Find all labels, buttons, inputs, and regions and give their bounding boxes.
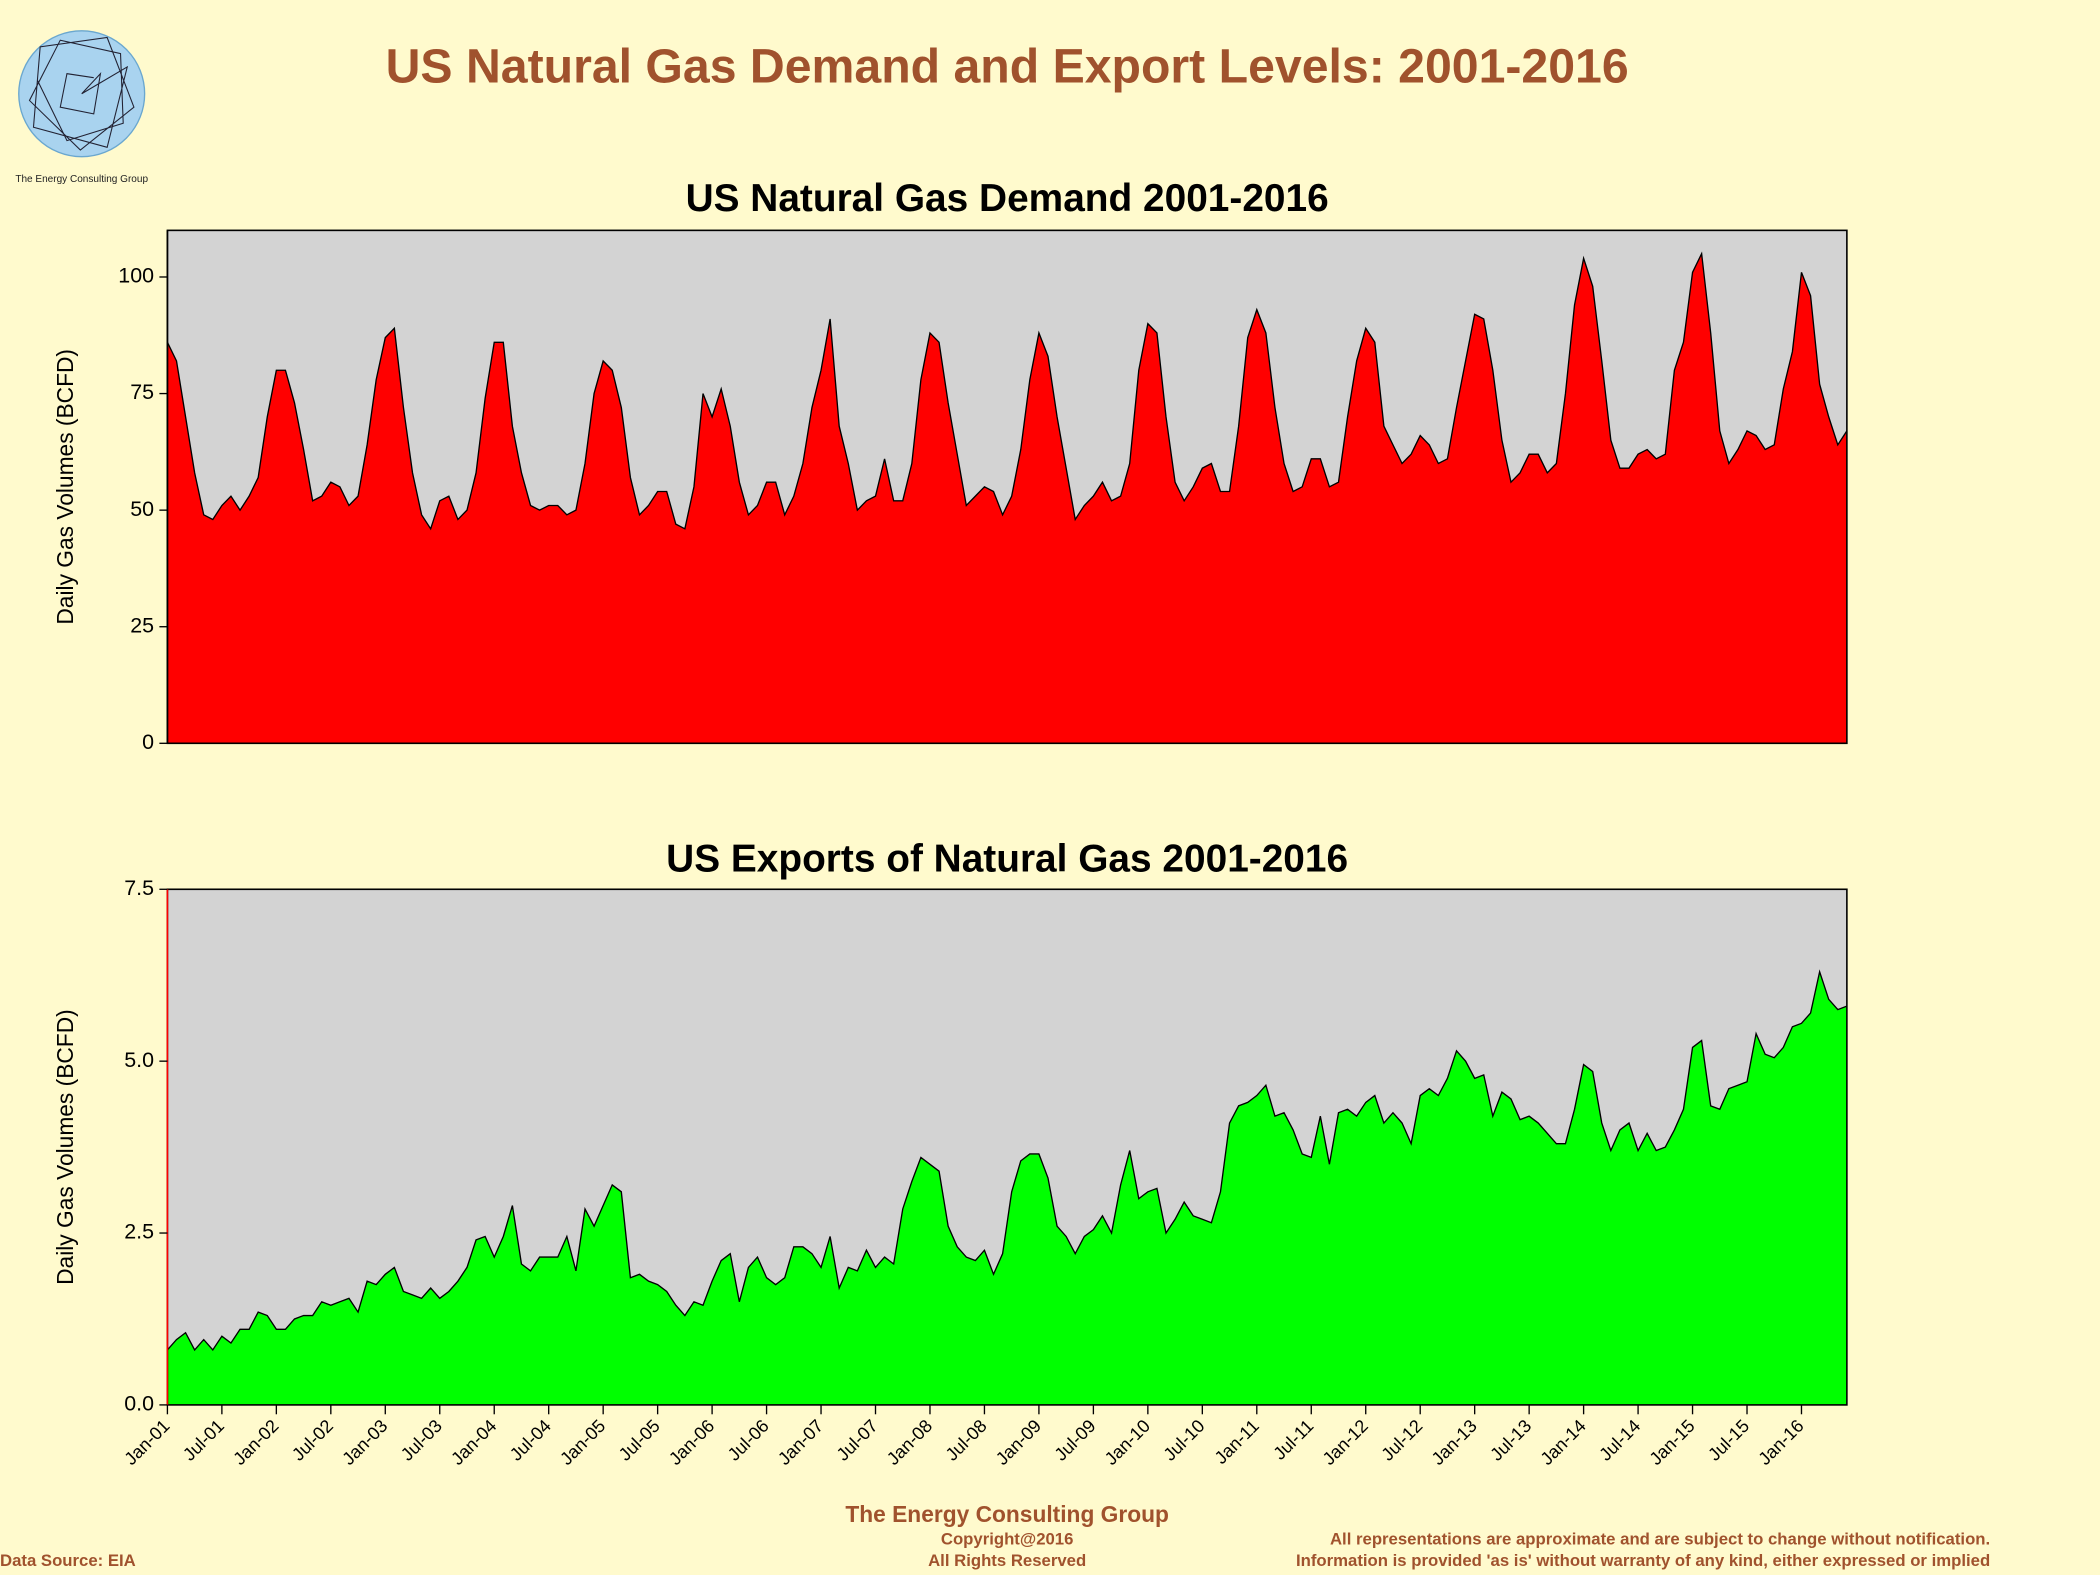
y-tick-label: 0.0 [124,1392,154,1416]
logo: The Energy Consulting Group [15,30,148,185]
footer-copyright: Copyright@2016 [941,1530,1074,1549]
y-tick-label: 50 [130,497,154,521]
logo-spiral [28,36,135,151]
y-tick-label: 2.5 [124,1220,154,1244]
data-source: Data Source: EIA [0,1551,136,1570]
footer-rights: All Rights Reserved [928,1551,1086,1570]
y-tick-label: 25 [130,613,154,637]
y-tick-label: 7.5 [124,876,154,900]
area-outline [166,969,1848,1352]
y-axis-label: Daily Gas Volumes (BCFD) [52,1009,78,1285]
chart-title: US Exports of Natural Gas 2001-2016 [666,837,1348,880]
y-tick-label: 5.0 [124,1048,154,1072]
disclaimer: Information is provided 'as is' without … [1296,1551,1990,1570]
chart-title: US Natural Gas Demand 2001-2016 [686,177,1329,220]
logo-text: The Energy Consulting Group [15,174,148,185]
area [167,971,1847,1405]
main-title: US Natural Gas Demand and Export Levels:… [386,39,1629,93]
y-tick-label: 0 [142,730,154,754]
footer-company: The Energy Consulting Group [845,1501,1169,1527]
area-outline [166,251,1848,531]
disclaimer: All representations are approximate and … [1330,1530,1990,1549]
y-tick-label: 100 [118,264,154,288]
y-tick-label: 75 [130,380,154,404]
area [167,253,1847,744]
y-axis-label: Daily Gas Volumes (BCFD) [52,349,78,625]
